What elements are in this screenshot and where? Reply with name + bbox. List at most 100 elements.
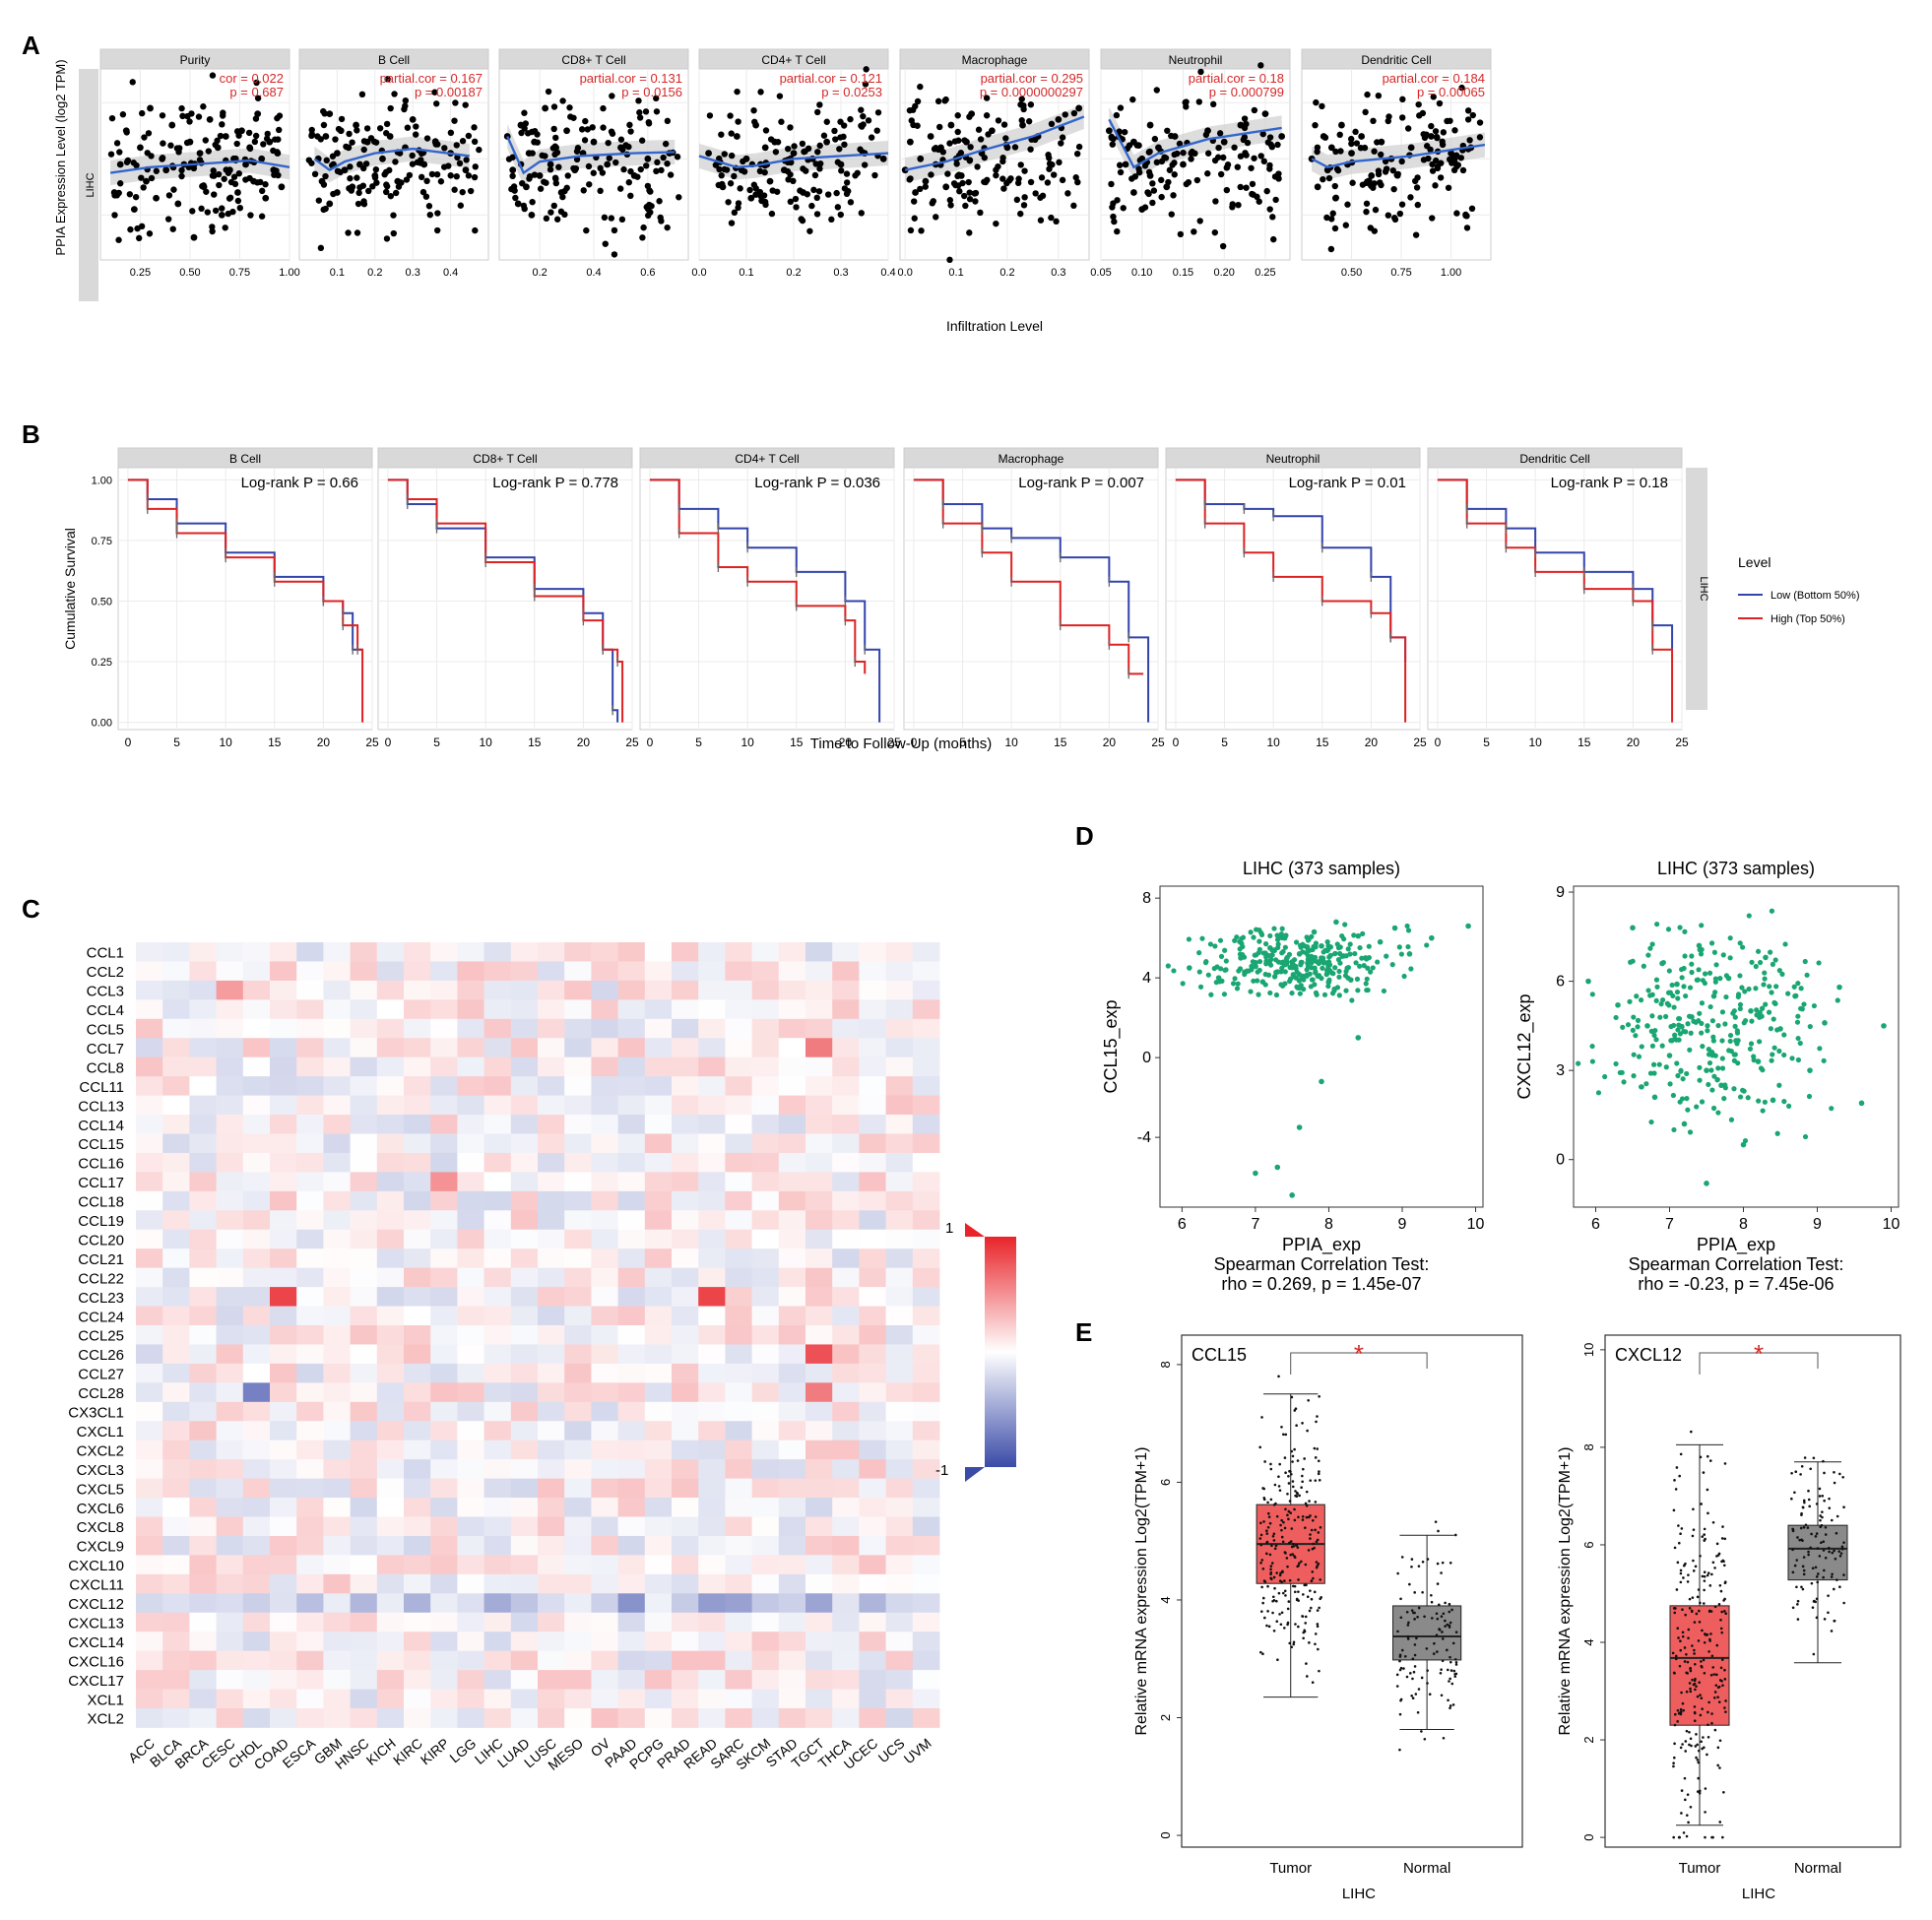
jitter-point [1685,1814,1689,1817]
data-point-cloud [1325,174,1333,182]
data-point [547,160,554,168]
data-point [379,155,386,162]
data-point-cloud [999,158,1006,165]
data-point-cloud [1687,1129,1694,1135]
jitter-point [1287,1482,1291,1485]
data-point [190,233,198,241]
heatmap-cell [538,961,565,982]
data-point-cloud [159,112,166,119]
data-point-cloud [801,148,807,156]
heatmap-cell [698,1344,726,1365]
heatmap-cell [805,1248,833,1269]
heatmap-cell [859,1498,886,1517]
heatmap-cell [832,1689,860,1709]
row-label: CXCL6 [77,1501,124,1517]
jitter-point [1698,1791,1702,1795]
data-point-cloud [611,226,618,234]
heatmap-cell [859,1172,886,1192]
heatmap-cell [859,980,886,1000]
jitter-point [1835,1531,1838,1535]
jitter-point [1679,1452,1683,1456]
heatmap-cell [912,1708,940,1728]
heatmap-cell [216,1210,244,1231]
data-point-cloud [728,152,736,160]
jitter-point [1409,1672,1412,1675]
data-point-cloud [543,215,550,223]
data-point-cloud [418,157,424,163]
heatmap-cell [270,1115,297,1134]
heatmap-cell [644,1612,673,1632]
heatmap-cell [189,1287,217,1307]
data-point-cloud [1801,1001,1807,1007]
data-point [1274,1164,1281,1171]
data-point-cloud [1128,175,1135,182]
jitter-point [1260,1559,1264,1562]
heatmap-cell [617,1593,646,1614]
jitter-point [1676,1708,1680,1712]
heatmap-cell [457,1478,484,1499]
heatmap-cell [859,942,886,962]
data-point-cloud [1363,208,1370,216]
heatmap-cell [885,1478,914,1499]
data-point-cloud [586,181,593,188]
heatmap-cell [189,1133,217,1154]
data-point-cloud [542,153,548,160]
heatmap-cell [510,1152,539,1173]
heatmap-cell [404,1421,431,1441]
jitter-point [1449,1669,1453,1672]
jitter-point [1830,1518,1834,1522]
data-point-cloud [1153,87,1160,94]
jitter-point [1314,1642,1317,1646]
heatmap-cell [216,1401,244,1422]
heatmap-cell [778,1344,806,1365]
col-label: UCS [875,1735,908,1765]
heatmap-cell [510,999,539,1020]
heatmap-cell [510,1115,539,1134]
jitter-point [1672,1764,1675,1768]
jitter-point [1682,1708,1686,1712]
heatmap-cell [538,1593,565,1614]
jitter-point [1317,1531,1320,1534]
heatmap-cell [162,1172,190,1192]
jitter-point [1280,1425,1283,1429]
jitter-point [1288,1500,1292,1503]
jitter-point [1454,1533,1457,1537]
heatmap-cell [617,1363,646,1383]
heatmap-cell [510,1535,539,1556]
data-point-cloud [1312,965,1318,971]
data-point-cloud [1745,1095,1751,1101]
x-tick-label: 15 [1316,736,1329,749]
data-point-cloud [1234,986,1241,992]
data-point [1378,138,1385,146]
heatmap-cell [885,1632,914,1652]
data-point-cloud [1347,135,1355,143]
heatmap-cell [457,980,484,1000]
data-point-cloud [1708,940,1715,946]
heatmap-cell [564,1401,592,1422]
heatmap-cell [216,1708,244,1728]
jitter-point [1719,1589,1723,1593]
data-point-cloud [1649,941,1655,947]
heatmap-cell [564,1115,592,1134]
jitter-point [1305,1662,1308,1665]
heatmap-cell [404,1478,431,1499]
jitter-point [1720,1560,1723,1564]
heatmap-cell [591,1076,618,1096]
data-point-cloud [465,172,473,179]
x-tick-label: 0.2 [367,267,382,279]
data-point-cloud [209,227,216,235]
data-point-cloud [960,192,968,200]
heatmap-cell [242,1325,271,1345]
data-point-cloud [433,100,440,107]
jitter-point [1448,1602,1451,1606]
jitter-point [1692,1507,1695,1511]
heatmap-cell [242,1363,271,1383]
heatmap-cell [859,1478,886,1499]
data-point-cloud [1630,1027,1636,1033]
data-point-cloud [229,208,236,216]
log-rank-p: Log-rank P = 0.036 [754,475,880,491]
data-point-cloud [236,204,244,212]
heatmap-cell [859,1248,886,1269]
heatmap-cell [751,1152,780,1173]
x-tick-label: 0.50 [179,267,200,279]
